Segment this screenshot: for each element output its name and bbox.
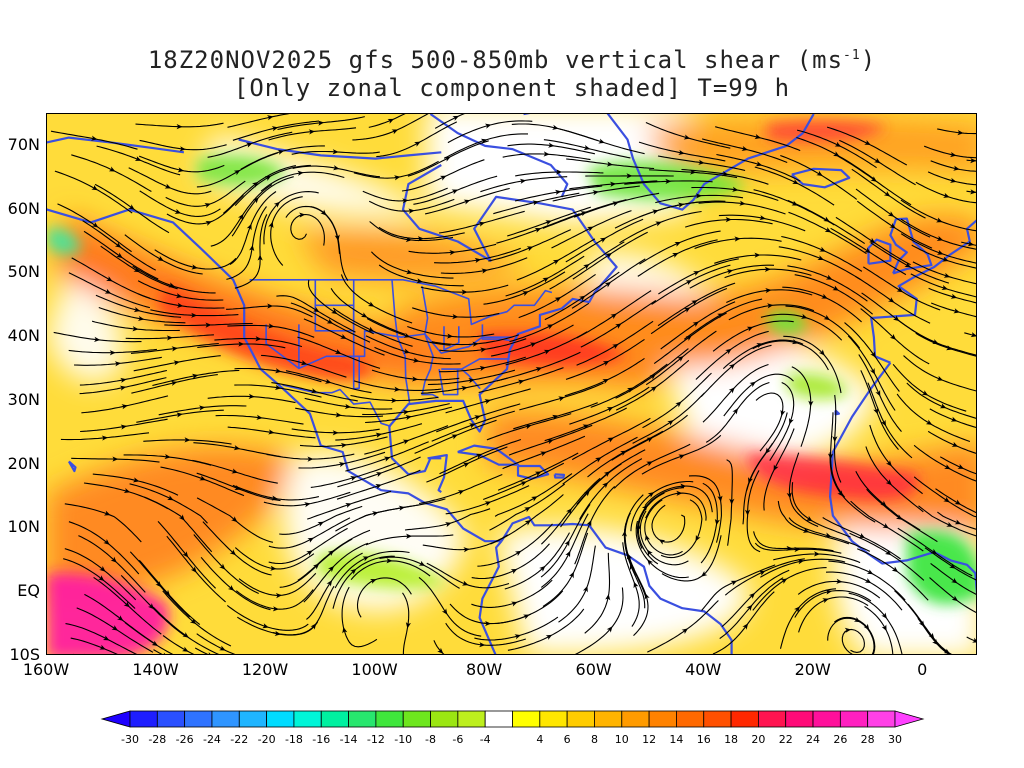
colorbar-tick-label: -28: [148, 733, 167, 746]
colorbar-swatch: [648, 710, 677, 728]
colorbar-swatch: [320, 710, 349, 728]
lat-tick-label: 10S: [9, 645, 40, 664]
map-title-line1: 18Z20NOV2025 gfs 500-850mb vertical shea…: [147, 46, 877, 74]
colorbar-tick-label: -4: [479, 733, 491, 746]
colorbar-swatch: [266, 710, 295, 728]
streamline-arrows: [83, 115, 976, 654]
colorbar-swatch: [484, 710, 513, 728]
lat-tick-label: EQ: [17, 581, 40, 601]
lon-tick-label: 0: [917, 660, 928, 679]
colorbar-tick-label: -20: [257, 733, 276, 746]
colorbar-tick-label: 28: [860, 733, 875, 746]
colorbar-swatch: [184, 710, 213, 728]
colorbar-swatch: [676, 710, 705, 728]
colorbar-tick-label: 26: [833, 733, 848, 746]
colorbar-swatch: [839, 710, 869, 728]
colorbar-tick-label: 22: [778, 733, 793, 746]
colorbar-tick-label: 6: [563, 733, 571, 746]
colorbar-tick-label: -12: [366, 733, 385, 746]
colorbar-swatch: [293, 710, 322, 728]
colorbar-swatch: [156, 710, 186, 728]
colorbar-over-arrow: [894, 710, 925, 728]
colorbar-swatch: [566, 710, 595, 728]
colorbar-tick-label: 12: [642, 733, 657, 746]
colorbar-under-arrow: [100, 710, 131, 728]
shading-layer: [47, 114, 976, 654]
colorbar-swatch: [785, 710, 814, 728]
colorbar-swatch: [129, 710, 158, 728]
lon-tick-label: 60W: [575, 660, 612, 679]
lon-tick-label: 160W: [22, 660, 70, 679]
lat-tick-label: 70N: [7, 134, 40, 154]
colorbar-swatch: [348, 710, 377, 728]
colorbar-tick-label: -24: [202, 733, 221, 746]
colorbar-tick-label: -10: [394, 733, 413, 746]
colorbar-tick-label: 10: [614, 733, 629, 746]
lon-tick-label: 80W: [466, 660, 503, 679]
colorbar-tick-label: 4: [536, 733, 544, 746]
lon-tick-label: 100W: [351, 660, 398, 679]
colorbar-tick-label: 18: [724, 733, 739, 746]
map-title-line2: [Only zonal component shaded] T=99 h: [233, 74, 791, 102]
lat-tick-label: 30N: [7, 389, 40, 409]
colorbar-swatch: [621, 710, 650, 728]
colorbar-tick-label: -22: [230, 733, 249, 746]
colorbar-tick-label: -16: [312, 733, 331, 746]
lon-tick-label: 140W: [132, 660, 179, 679]
colorbar-tick-label: -26: [175, 733, 194, 746]
colorbar-swatch: [703, 710, 732, 728]
lat-tick-label: 10N: [7, 517, 40, 537]
lat-tick-label: 60N: [7, 198, 40, 218]
lat-tick-label: 20N: [7, 453, 40, 473]
colorbar-swatch: [238, 710, 268, 728]
lon-tick-label: 20W: [794, 660, 831, 679]
lat-tick-label: 40N: [7, 326, 40, 346]
colorbar-tick-label: 16: [696, 733, 711, 746]
colorbar-tick-label: 30: [888, 733, 902, 746]
colorbar-swatch: [539, 710, 568, 728]
shear-map-canvas: [47, 114, 976, 654]
colorbar-tick-label: 14: [669, 733, 684, 746]
colorbar-tick-label: -30: [121, 733, 139, 746]
colorbar-swatch: [594, 710, 623, 728]
colorbar-swatch: [457, 710, 486, 728]
lon-tick-label: 40W: [685, 660, 722, 679]
colorbar-swatch: [512, 710, 541, 728]
colorbar-swatch: [812, 710, 841, 728]
colorbar-swatch: [211, 710, 240, 728]
colorbar-tick-label: 8: [590, 733, 598, 746]
colorbar-swatch: [730, 710, 759, 728]
colorbar-swatch: [402, 710, 431, 728]
colorbar-tick-label: -14: [339, 733, 358, 746]
colorbar-tick-label: -6: [452, 733, 464, 746]
colorbar-swatch: [375, 710, 404, 728]
colorbar-tick-label: 24: [806, 733, 821, 746]
colorbar-tick-label: 20: [751, 733, 766, 746]
lon-tick-label: 120W: [241, 660, 289, 679]
colorbar-tick-label: -8: [425, 733, 437, 746]
colorbar-tick-label: -18: [284, 733, 303, 746]
colorbar-swatch: [757, 710, 787, 728]
lat-tick-label: 50N: [7, 262, 40, 282]
colorbar-swatch: [430, 710, 459, 728]
colorbar-swatch: [867, 710, 896, 728]
shear-map: [46, 113, 977, 655]
